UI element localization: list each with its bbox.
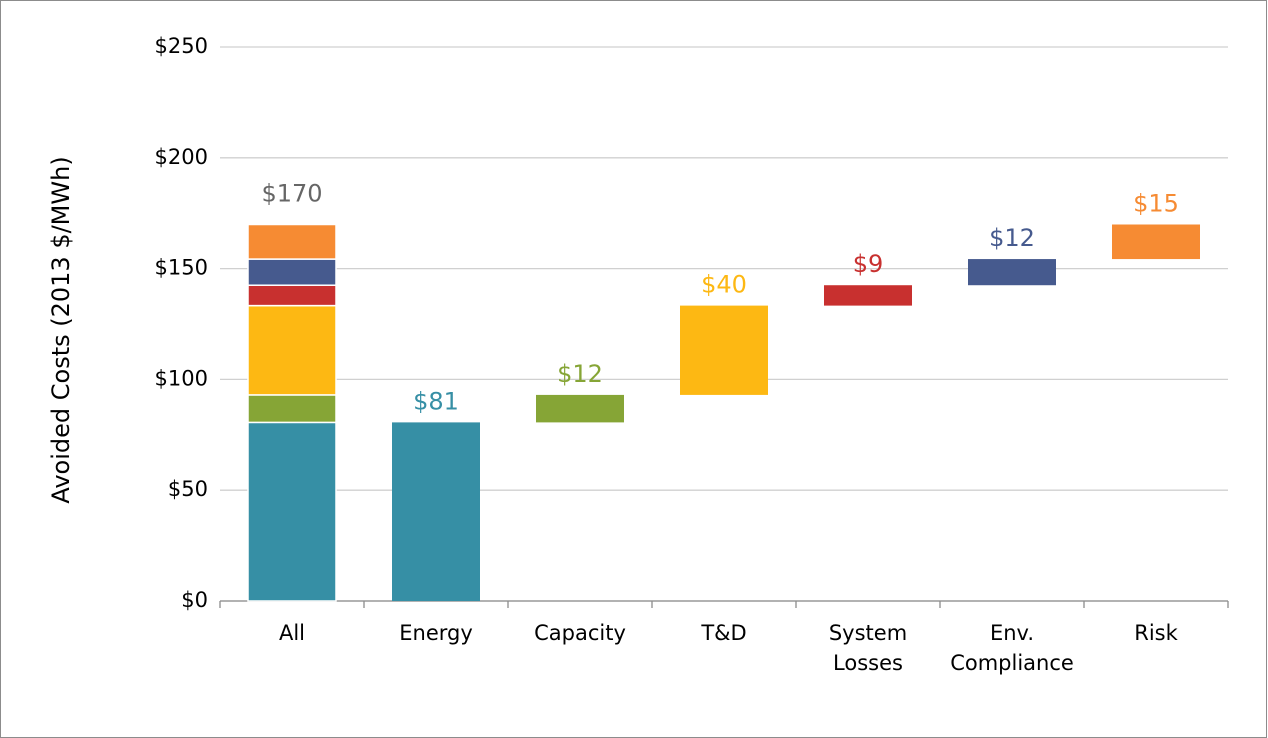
y-tick-label: $200 [155,145,208,169]
x-tick-label: System Losses [828,621,908,675]
value-label: $9 [853,250,884,278]
value-label: $12 [557,360,603,388]
value-label: $81 [413,387,459,415]
y-tick-label: $50 [168,477,208,501]
bar [1112,224,1200,260]
x-tick-label: T&D [701,621,747,645]
x-tick-label: Risk [1134,621,1178,645]
bar [392,422,480,601]
x-tick-label: All [278,621,306,645]
bar [824,285,912,306]
bar [968,259,1056,286]
value-label: $15 [1133,190,1179,218]
total-segment [247,394,337,424]
total-segment [247,421,337,602]
y-tick-label: $0 [181,588,208,612]
y-axis-label: Avoided Costs (2013 $/MWh) [47,156,75,503]
x-tick-label: Energy [399,621,473,645]
y-tick-label: $250 [155,34,208,58]
total-segment [247,258,337,286]
bar [680,305,768,395]
total-segment [247,284,337,307]
x-tick-label: Env. Compliance [950,621,1074,675]
total-segment [247,304,337,396]
total-segment [247,223,337,260]
value-label: $12 [989,224,1035,252]
value-label: $40 [701,271,747,299]
y-tick-label: $100 [155,366,208,390]
total-label: $170 [261,180,322,208]
x-tick-label: Capacity [534,621,626,645]
bar [536,394,624,423]
y-tick-label: $150 [155,256,208,280]
